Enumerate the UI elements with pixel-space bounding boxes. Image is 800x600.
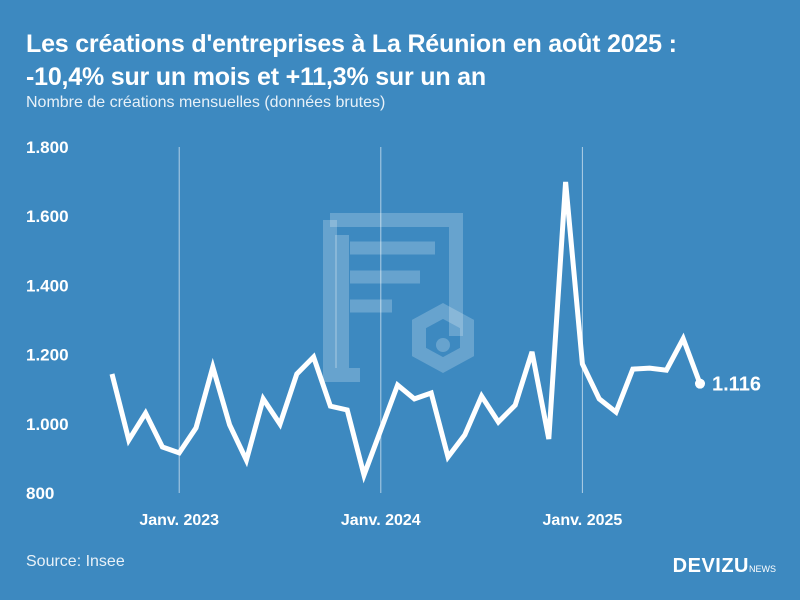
y-tick-label: 1.800: [26, 138, 69, 157]
title-line-2: -10,4% sur un mois et +11,3% sur un an: [26, 63, 486, 91]
title-line-1: Les créations d'entreprises à La Réunion…: [26, 30, 677, 58]
chart-title: Les créations d'entreprises à La Réunion…: [26, 28, 677, 94]
y-tick-label: 1.600: [26, 207, 69, 226]
brand-logo: DEVIZUNEWS: [673, 555, 776, 578]
document-gear-icon: [323, 213, 474, 382]
last-value-label: 1.116: [712, 374, 761, 396]
x-tick-label: Janv. 2025: [543, 512, 623, 529]
logo-suffix: NEWS: [749, 564, 776, 574]
last-data-point: [695, 378, 705, 389]
y-tick-label: 1.200: [26, 346, 69, 365]
x-tick-label: Janv. 2023: [139, 512, 219, 529]
x-tick-label: Janv. 2024: [341, 512, 421, 529]
y-tick-label: 1.400: [26, 276, 69, 295]
logo-main: DEVIZU: [672, 555, 749, 577]
chart-subtitle: Nombre de créations mensuelles (données …: [26, 94, 386, 111]
series-line: [109, 181, 703, 484]
y-tick-label: 1.000: [26, 415, 69, 434]
source-note: Source: Insee: [26, 553, 125, 570]
y-tick-label: 800: [26, 484, 54, 503]
